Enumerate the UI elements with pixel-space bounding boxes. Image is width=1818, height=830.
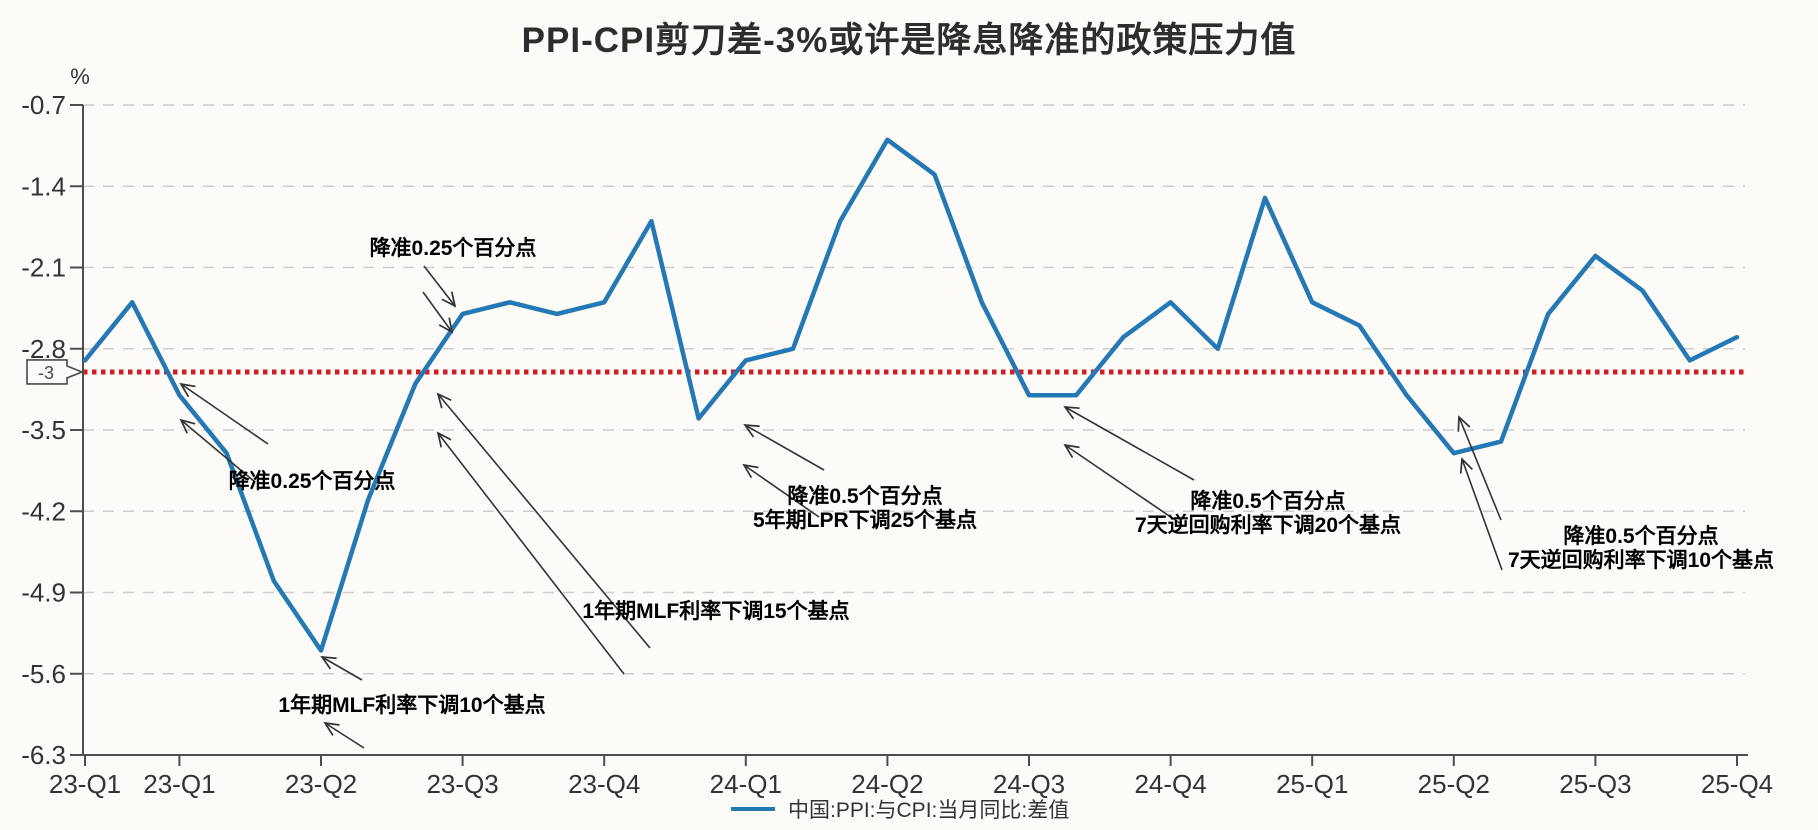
annotation-text: 7天逆回购利率下调10个基点 bbox=[1508, 548, 1774, 572]
x-tick-label: 24-Q2 bbox=[851, 769, 923, 799]
annotation-arrow bbox=[320, 655, 363, 681]
x-tick-label: 23-Q3 bbox=[426, 769, 498, 799]
annotation-arrow bbox=[1063, 443, 1182, 525]
x-tick-label: 25-Q1 bbox=[1276, 769, 1348, 799]
annotation-text: 降准0.5个百分点 bbox=[787, 484, 942, 508]
legend-label: 中国:PPI:与CPI:当月同比:差值 bbox=[788, 799, 1070, 822]
annotation-arrow bbox=[179, 382, 269, 445]
annotation-arrow bbox=[436, 431, 625, 675]
annotation-arrow bbox=[1457, 415, 1502, 521]
annotation-text: 降准0.5个百分点 bbox=[1563, 524, 1718, 548]
y-tick-label: -5.6 bbox=[21, 659, 66, 689]
annotation-arrow bbox=[1459, 457, 1503, 571]
y-tick-label: -2.1 bbox=[21, 253, 66, 283]
annotation-text: 降准0.25个百分点 bbox=[229, 469, 396, 493]
reference-line-group: -3 bbox=[26, 359, 1745, 385]
chart-title: PPI-CPI剪刀差-3%或许是降息降准的政策压力值 bbox=[521, 21, 1297, 60]
x-tick-label: 23-Q1 bbox=[143, 769, 215, 799]
annotation-text: 5年期LPR下调25个基点 bbox=[753, 508, 977, 532]
y-tick-label: -4.2 bbox=[21, 496, 66, 526]
annotation-text: 7天逆回购利率下调20个基点 bbox=[1135, 513, 1401, 537]
reference-callout-label: -3 bbox=[38, 363, 54, 383]
annotation-text: 1年期MLF利率下调15个基点 bbox=[582, 599, 849, 623]
axes: -0.7 -1.4 -2.1 -2.8 -3.5 -4.2 -4.9 -5.6 -6.3% 23-… bbox=[21, 64, 1773, 799]
annotation-text: 1年期MLF利率下调10个基点 bbox=[278, 693, 545, 717]
x-tick-label: 23-Q4 bbox=[568, 769, 640, 799]
annotation-arrow bbox=[423, 265, 457, 308]
annotation-arrow bbox=[323, 721, 365, 749]
annotation-arrow bbox=[422, 291, 454, 334]
x-tick-label: 25-Q2 bbox=[1418, 769, 1490, 799]
reference-callout bbox=[26, 359, 85, 385]
gridlines bbox=[83, 104, 1745, 675]
y-tick-label: -1.4 bbox=[21, 171, 66, 201]
series-line bbox=[82, 137, 1740, 653]
y-tick-label: -4.9 bbox=[21, 578, 66, 608]
series-line-group bbox=[82, 137, 1740, 653]
annotation-arrow bbox=[1063, 406, 1195, 481]
x-tick-label: 24-Q3 bbox=[993, 769, 1065, 799]
annotation-arrow bbox=[179, 418, 256, 483]
y-tick-label: -6.3 bbox=[21, 740, 66, 770]
legend-line-swatch bbox=[731, 807, 775, 811]
x-tick-label: 25-Q4 bbox=[1701, 769, 1773, 799]
x-tick-label: 25-Q3 bbox=[1559, 769, 1631, 799]
y-tick-label: -3.5 bbox=[21, 415, 66, 445]
x-tick-label: 24-Q1 bbox=[710, 769, 782, 799]
y-tick-label: -0.7 bbox=[21, 90, 66, 120]
annotation-rrr-cut-025-a: 降准0.25个百分点 bbox=[179, 382, 396, 493]
annotations: 降准0.25个百分点降准0.25个百分点1年期MLF利率下调15个基点1年期ML… bbox=[179, 236, 1774, 749]
y-tick-label: -2.8 bbox=[21, 334, 66, 364]
x-tick-label: 23-Q2 bbox=[285, 769, 357, 799]
annotation-mlf-1y-cut-10bp: 1年期MLF利率下调10个基点 bbox=[278, 655, 546, 749]
annotation-text: 降准0.25个百分点 bbox=[370, 236, 537, 260]
annotation-text: 降准0.5个百分点 bbox=[1190, 489, 1345, 513]
legend: 中国:PPI:与CPI:当月同比:差值 bbox=[731, 794, 1069, 824]
annotation-mlf-1y-cut-15bp: 1年期MLF利率下调15个基点 bbox=[436, 392, 850, 675]
y-axis-unit-label: % bbox=[70, 64, 90, 89]
annotation-arrow bbox=[743, 423, 825, 471]
annotation-arrow bbox=[436, 392, 651, 649]
annotation-rrr-cut-025-b: 降准0.25个百分点 bbox=[370, 236, 537, 334]
x-tick-label: 23-Q1 bbox=[49, 769, 121, 799]
x-tick-label: 24-Q4 bbox=[1134, 769, 1206, 799]
annotation-arrow bbox=[742, 463, 820, 518]
